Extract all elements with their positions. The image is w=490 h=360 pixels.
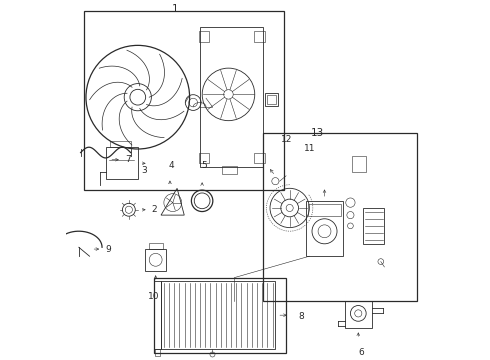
- Text: 6: 6: [358, 348, 364, 357]
- Text: 1: 1: [172, 4, 179, 14]
- Bar: [222, 166, 237, 174]
- Text: 4: 4: [169, 161, 174, 170]
- Bar: [352, 156, 366, 172]
- Text: 12: 12: [281, 135, 292, 144]
- Bar: [267, 95, 276, 104]
- Bar: [161, 281, 275, 349]
- Text: 13: 13: [311, 127, 324, 138]
- Text: 7: 7: [125, 155, 131, 164]
- Bar: [198, 31, 209, 42]
- Bar: [363, 208, 384, 244]
- Bar: [308, 204, 342, 216]
- Bar: [254, 153, 265, 163]
- Text: 10: 10: [148, 292, 160, 301]
- Text: 5: 5: [201, 161, 207, 170]
- Bar: [154, 281, 161, 349]
- Bar: [254, 31, 265, 42]
- Bar: [200, 27, 263, 167]
- Bar: [198, 153, 209, 163]
- Bar: [84, 12, 284, 190]
- Bar: [154, 278, 286, 353]
- Text: 2: 2: [151, 205, 157, 214]
- Bar: [106, 147, 138, 179]
- Bar: [263, 133, 416, 301]
- Bar: [345, 301, 372, 328]
- Text: 11: 11: [304, 144, 316, 153]
- Bar: [148, 243, 163, 249]
- Bar: [110, 141, 131, 147]
- Bar: [155, 349, 160, 356]
- Text: 3: 3: [141, 166, 147, 175]
- Bar: [145, 249, 167, 270]
- Text: 9: 9: [105, 244, 111, 253]
- Text: 8: 8: [298, 312, 304, 321]
- Bar: [265, 93, 278, 106]
- Bar: [306, 201, 343, 256]
